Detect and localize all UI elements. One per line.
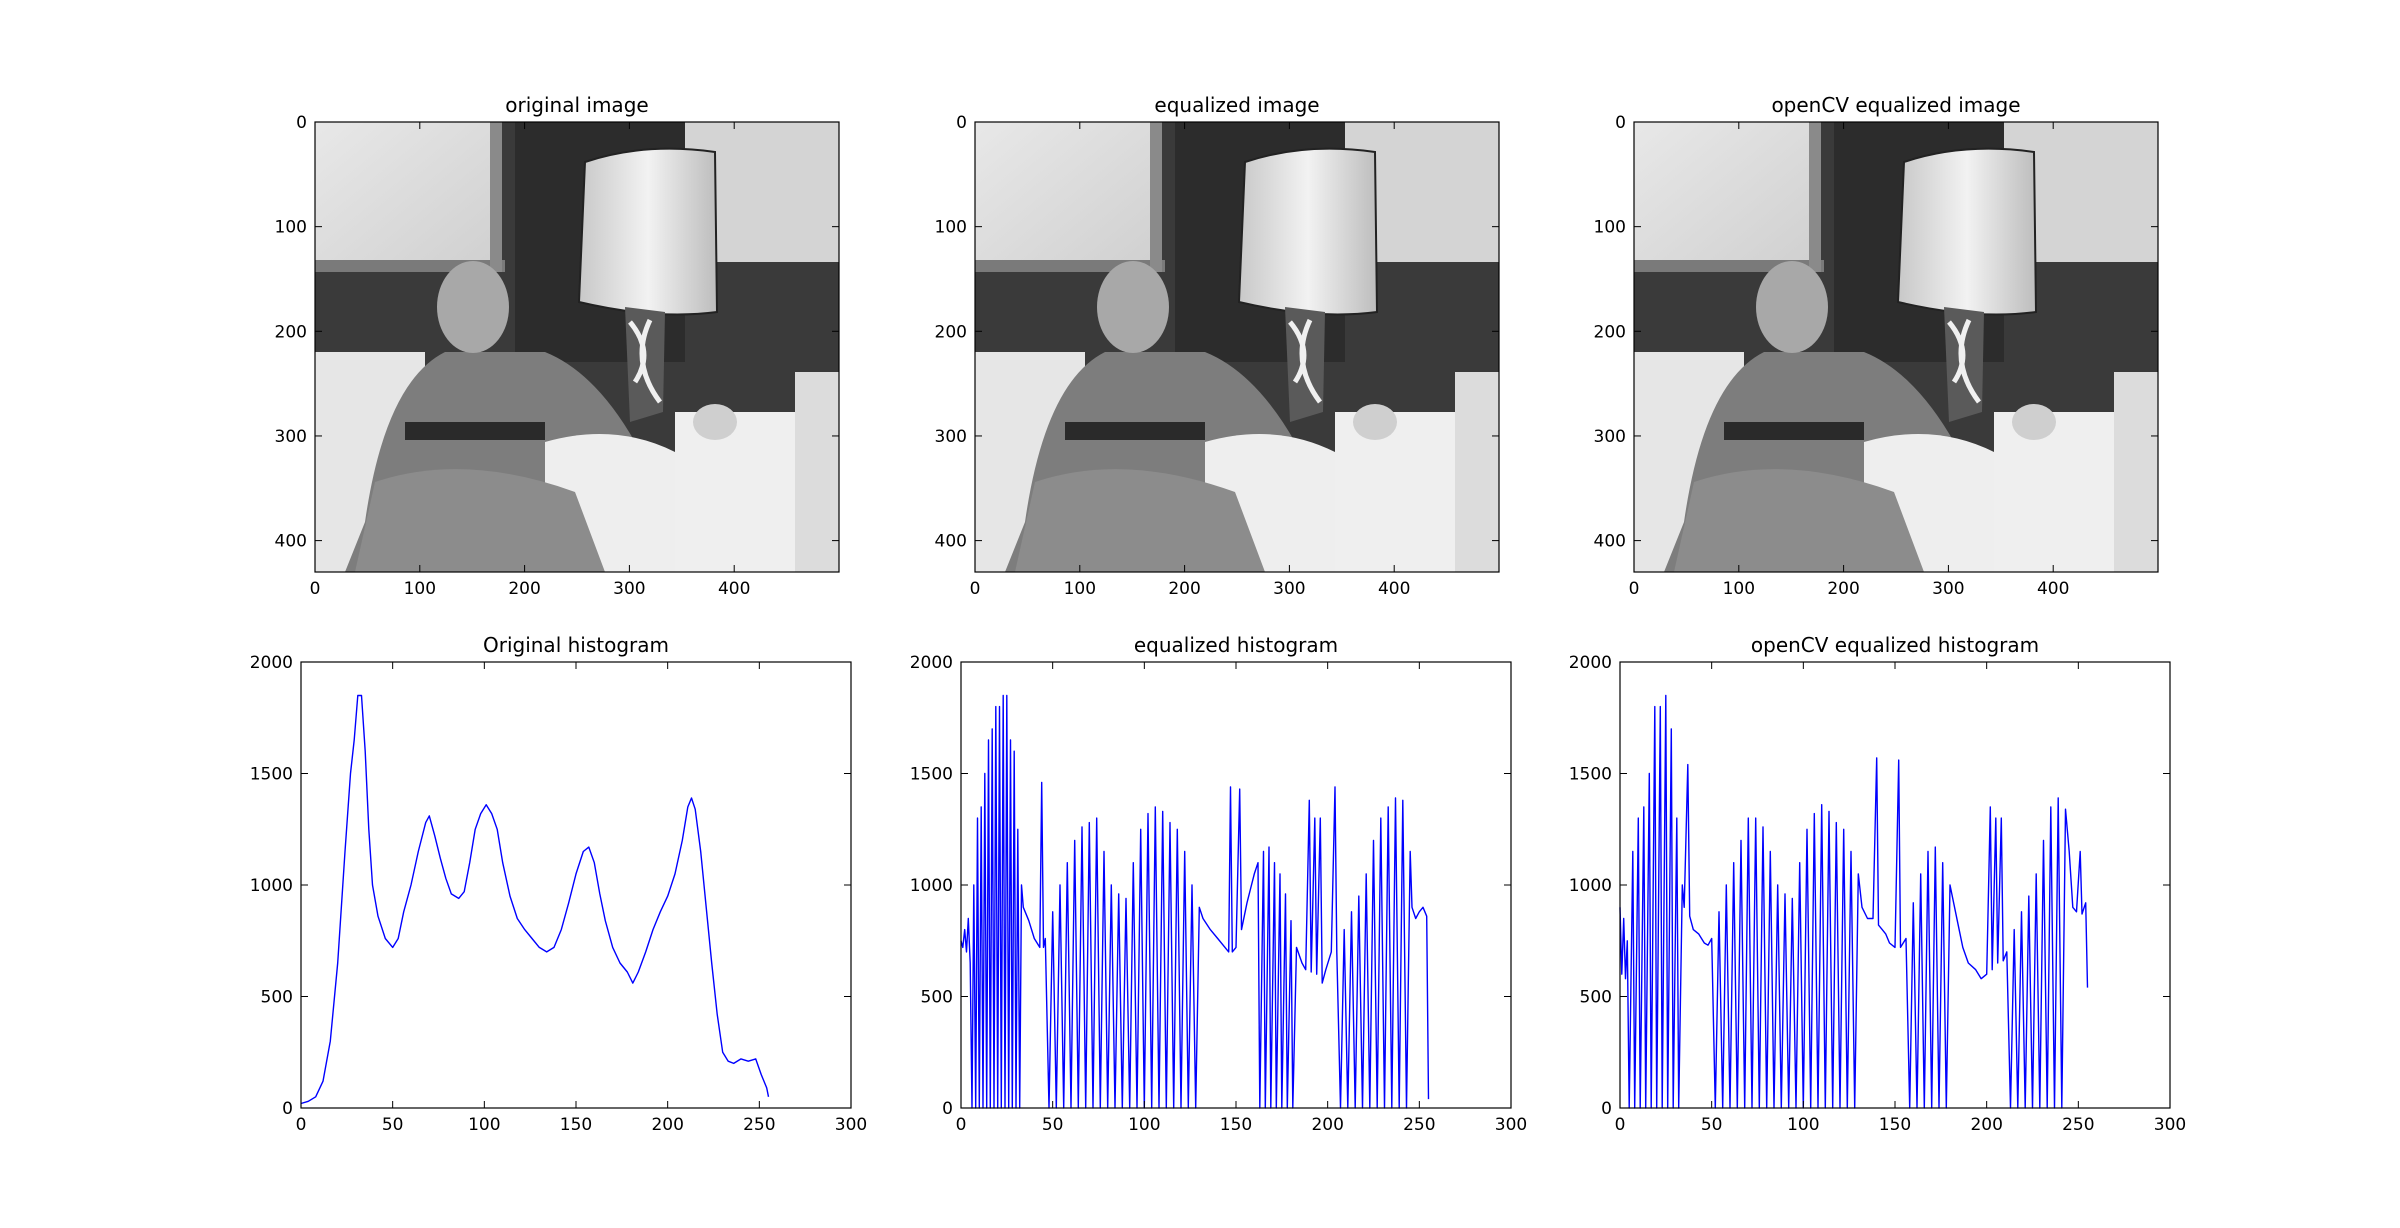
photo-grayscale-image <box>975 122 1499 572</box>
x-tick-label: 300 <box>835 1115 867 1135</box>
x-tick-label: 100 <box>1723 579 1755 599</box>
x-tick-label: 50 <box>382 1115 404 1135</box>
x-tick-label: 250 <box>743 1115 775 1135</box>
x-tick-label: 400 <box>718 579 750 599</box>
panel-2: equalized image 0 100 200 300 400 0 100 200 300 40… <box>935 93 1500 599</box>
photo-grayscale-image <box>315 122 839 572</box>
y-tick-label: 100 <box>1594 218 1626 238</box>
y-tick-label: 500 <box>1580 988 1612 1008</box>
histogram-line-series <box>960 694 1430 1109</box>
axes-frame <box>974 121 1500 573</box>
y-tick-label: 0 <box>956 113 967 133</box>
panel-4: Original histogram 0 50 100 150 200 250 300 0 500… <box>250 633 867 1135</box>
x-tick-label: 400 <box>1378 579 1410 599</box>
x-tick-label: 150 <box>560 1115 592 1135</box>
y-tick-label: 100 <box>275 218 307 238</box>
y-tick-label: 200 <box>935 322 967 342</box>
panel-3: openCV equalized image 0 100 200 300 400 0 100 2… <box>1594 93 2159 599</box>
y-tick-label: 100 <box>935 218 967 238</box>
x-tick-label: 300 <box>1495 1115 1527 1135</box>
y-tick-label: 300 <box>1594 427 1626 447</box>
x-tick-label: 200 <box>1311 1115 1343 1135</box>
y-tick-label: 1000 <box>250 876 293 896</box>
y-tick-label: 1000 <box>910 876 953 896</box>
photo-scene <box>1634 122 2158 572</box>
histogram-line-series <box>300 694 770 1105</box>
x-tick-label: 200 <box>1970 1115 2002 1135</box>
axes-frame <box>1633 121 2159 573</box>
panel-title: original image <box>505 93 648 117</box>
y-tick-label: 0 <box>942 1099 953 1119</box>
x-tick-label: 150 <box>1879 1115 1911 1135</box>
panel-6: openCV equalized histogram 0 50 100 150 200 25… <box>1569 633 2186 1135</box>
photo-scene <box>315 122 839 572</box>
axes-frame <box>300 661 852 1109</box>
y-tick-label: 0 <box>1601 1099 1612 1119</box>
panel-title: openCV equalized histogram <box>1751 633 2039 657</box>
x-tick-label: 100 <box>404 579 436 599</box>
y-tick-label: 1500 <box>910 765 953 785</box>
y-tick-label: 2000 <box>1569 653 1612 673</box>
x-tick-label: 300 <box>613 579 645 599</box>
y-tick-label: 500 <box>921 988 953 1008</box>
x-tick-label: 300 <box>1932 579 1964 599</box>
y-tick-label: 400 <box>935 532 967 552</box>
x-tick-label: 400 <box>2037 579 2069 599</box>
y-tick-label: 200 <box>1594 322 1626 342</box>
x-tick-label: 100 <box>1128 1115 1160 1135</box>
x-tick-label: 200 <box>508 579 540 599</box>
y-tick-label: 500 <box>261 988 293 1008</box>
panel-title: Original histogram <box>483 633 669 657</box>
x-tick-label: 250 <box>2062 1115 2094 1135</box>
x-tick-label: 0 <box>1615 1115 1626 1135</box>
y-tick-label: 0 <box>1615 113 1626 133</box>
panel-title: openCV equalized image <box>1771 93 2020 117</box>
x-tick-label: 100 <box>1787 1115 1819 1135</box>
x-tick-label: 200 <box>1827 579 1859 599</box>
x-tick-label: 250 <box>1403 1115 1435 1135</box>
panel-5: equalized histogram 0 50 100 150 200 250 300 0 50… <box>910 633 1527 1135</box>
x-tick-label: 100 <box>1064 579 1096 599</box>
photo-scene <box>975 122 1499 572</box>
x-tick-label: 50 <box>1701 1115 1723 1135</box>
x-tick-label: 0 <box>296 1115 307 1135</box>
y-tick-label: 300 <box>275 427 307 447</box>
histogram-line-series <box>1619 694 2089 1109</box>
x-tick-label: 100 <box>468 1115 500 1135</box>
axes-frame <box>314 121 840 573</box>
panel-title: equalized histogram <box>1134 633 1338 657</box>
x-tick-label: 150 <box>1220 1115 1252 1135</box>
y-tick-label: 300 <box>935 427 967 447</box>
x-tick-label: 300 <box>1273 579 1305 599</box>
x-tick-label: 0 <box>1629 579 1640 599</box>
y-tick-label: 1500 <box>1569 765 1612 785</box>
axes-frame <box>1619 661 2171 1109</box>
y-tick-label: 400 <box>1594 532 1626 552</box>
panel-1: original image 0 100 200 300 400 0 100 200 300 400 <box>275 93 840 599</box>
x-tick-label: 0 <box>310 579 321 599</box>
y-tick-label: 1500 <box>250 765 293 785</box>
panel-title: equalized image <box>1154 93 1319 117</box>
y-tick-label: 2000 <box>250 653 293 673</box>
y-tick-label: 0 <box>282 1099 293 1119</box>
y-tick-label: 200 <box>275 322 307 342</box>
photo-grayscale-image <box>1634 122 2158 572</box>
y-tick-label: 2000 <box>910 653 953 673</box>
x-tick-label: 0 <box>970 579 981 599</box>
x-tick-label: 200 <box>651 1115 683 1135</box>
y-tick-label: 1000 <box>1569 876 1612 896</box>
y-tick-label: 400 <box>275 532 307 552</box>
x-tick-label: 300 <box>2154 1115 2186 1135</box>
x-tick-label: 0 <box>956 1115 967 1135</box>
x-tick-label: 200 <box>1168 579 1200 599</box>
y-tick-label: 0 <box>296 113 307 133</box>
x-tick-label: 50 <box>1042 1115 1064 1135</box>
